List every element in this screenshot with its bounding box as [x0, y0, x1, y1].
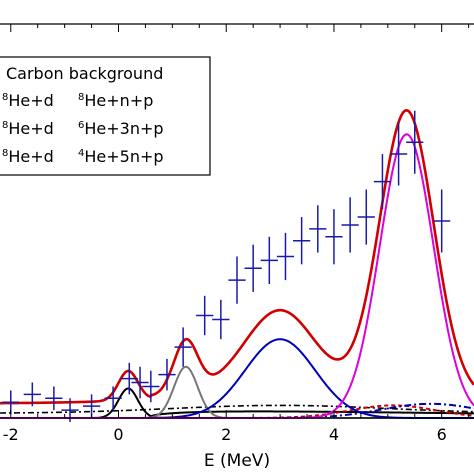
- data-point: [23, 382, 41, 407]
- legend-entry-3np: 8He+d: [2, 119, 54, 138]
- data-point: [45, 386, 63, 411]
- legend-iso2-5np: 4: [78, 148, 84, 159]
- legend-reaction-3np: He+d: [8, 119, 53, 138]
- data-point: [433, 189, 451, 253]
- data-point: [174, 327, 192, 367]
- data-point: [389, 122, 408, 186]
- legend-entry-np: 8He+d: [2, 91, 54, 110]
- legend-products-3np: He+3n+p: [84, 119, 163, 138]
- total-fit-line: [0, 108, 474, 405]
- x-tick-label: 2: [221, 425, 231, 444]
- data-point: [357, 189, 375, 245]
- legend-iso1-3np: 8: [2, 120, 8, 131]
- x-tick-label: -2: [3, 425, 19, 444]
- data-point: [212, 299, 230, 340]
- data-point: [228, 256, 246, 304]
- x-tick-label: 4: [329, 425, 339, 444]
- legend-channel-3np: 6He+3n+p: [78, 119, 164, 138]
- x-axis-label: E (MeV): [204, 451, 270, 471]
- legend: Carbon background 8He+d 8He+n+p 8He+d 6H…: [0, 56, 211, 176]
- data-point: [276, 232, 295, 281]
- data-point: [260, 236, 278, 285]
- data-point: [104, 386, 122, 411]
- legend-iso1-np: 8: [2, 92, 8, 103]
- data-point: [341, 197, 359, 253]
- legend-channel-np: 8He+n+p: [78, 91, 153, 110]
- legend-products-np: He+n+p: [84, 91, 153, 110]
- data-point: [293, 217, 311, 265]
- legend-entry-5np: 8He+d: [2, 147, 54, 166]
- carbon-background-line: [0, 404, 474, 414]
- legend-reaction-np: He+d: [8, 91, 53, 110]
- data-point: [325, 209, 343, 265]
- data-point: [244, 244, 262, 292]
- legend-reaction-5np: He+d: [8, 147, 53, 166]
- legend-entry-carbon: Carbon background: [6, 64, 163, 83]
- data-point: [373, 154, 392, 210]
- legend-products-5np: He+5n+p: [84, 147, 163, 166]
- legend-iso2-np: 8: [78, 92, 84, 103]
- data-point: [131, 366, 149, 399]
- data-point: [406, 110, 424, 174]
- data-point: [196, 295, 214, 336]
- legend-box: [0, 56, 211, 176]
- x-tick-label: 6: [437, 425, 447, 444]
- data-point: [309, 205, 327, 253]
- data-point: [142, 370, 160, 403]
- legend-iso2-3np: 6: [78, 120, 84, 131]
- x-tick-label: 0: [113, 425, 123, 444]
- legend-iso1-5np: 8: [2, 148, 8, 159]
- data-point: [120, 362, 138, 395]
- data-point: [158, 358, 176, 391]
- legend-channel-5np: 4He+5n+p: [78, 147, 164, 166]
- x-ticks: -2 0 2 4 6: [3, 24, 470, 444]
